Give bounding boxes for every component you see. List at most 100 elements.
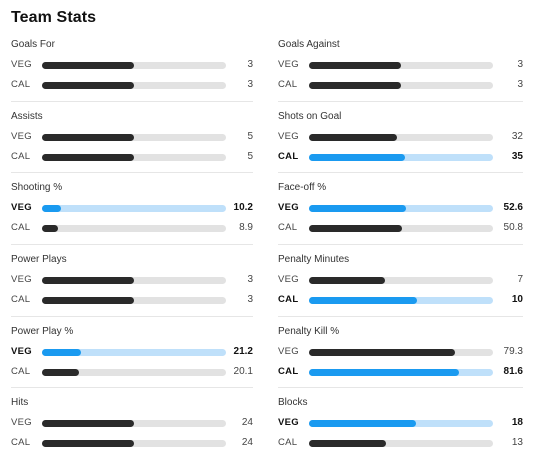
stat-group: Goals Against VEG 3 CAL 3: [278, 30, 523, 102]
stat-group: Goals For VEG 3 CAL 3: [11, 30, 253, 102]
stat-value: 32: [511, 130, 523, 142]
team-abbr: VEG: [11, 274, 32, 286]
stat-name: Blocks: [278, 397, 308, 409]
team-abbr: CAL: [11, 79, 31, 90]
stat-bar-fill: [309, 297, 418, 305]
stat-bar-fill: [42, 348, 81, 356]
stat-bar-track: [42, 62, 226, 69]
team-abbr: VEG: [11, 345, 32, 357]
team-abbr: CAL: [11, 294, 31, 306]
stat-bar-track: [42, 205, 226, 213]
stat-group: Shots on Goal VEG 32 CAL 35: [278, 102, 523, 174]
stats-column-left: Goals For VEG 3 CAL 3 Assists VEG 5 CAL 5 Shooti…: [11, 30, 253, 460]
stat-name: Penalty Minutes: [278, 254, 350, 266]
stat-bar-fill: [309, 368, 460, 376]
stat-group: Hits VEG 24 CAL 24: [11, 388, 253, 460]
stat-bar-track: [42, 277, 226, 285]
stat-row: CAL 50.8: [278, 221, 523, 235]
stat-row: CAL 8.9: [11, 221, 253, 235]
stat-value: 50.8: [503, 222, 523, 234]
team-abbr: VEG: [278, 130, 299, 142]
stat-value: 18: [511, 417, 523, 429]
stat-bar-track: [309, 225, 493, 233]
stat-bar-fill: [42, 82, 134, 89]
stat-bar-fill: [42, 153, 134, 161]
stat-bar-track: [42, 420, 226, 428]
stat-row: CAL 5: [11, 150, 253, 164]
stat-value: 3: [247, 79, 253, 90]
team-abbr: VEG: [278, 202, 299, 214]
stat-row: VEG 5: [11, 130, 253, 144]
stat-bar-fill: [42, 205, 61, 213]
stat-value: 35: [511, 150, 523, 162]
stat-group: Shooting % VEG 10.2 CAL 8.9: [11, 173, 253, 246]
stat-name: Power Plays: [11, 254, 67, 266]
stat-row: CAL 81.6: [278, 365, 523, 379]
stat-bar-track: [309, 82, 493, 89]
stat-bar-track: [42, 440, 226, 448]
stat-value: 3: [247, 274, 253, 286]
stat-row: VEG 3: [11, 58, 253, 72]
stat-bar-fill: [42, 133, 134, 141]
stat-group: Blocks VEG 18 CAL 13: [278, 388, 523, 460]
stat-bar-track: [309, 348, 493, 356]
stat-bar-fill: [309, 62, 401, 69]
team-abbr: VEG: [278, 417, 299, 429]
stat-row: VEG 3: [278, 58, 523, 72]
stat-bar-track: [42, 348, 226, 356]
stat-bar-fill: [42, 368, 79, 376]
stat-value: 10.2: [233, 202, 253, 214]
stat-row: VEG 10.2: [11, 201, 253, 215]
team-abbr: CAL: [11, 222, 31, 234]
stat-bar-fill: [309, 205, 406, 213]
stat-row: CAL 24: [11, 436, 253, 450]
stat-bar-fill: [309, 348, 455, 356]
stat-row: CAL 20.1: [11, 365, 253, 379]
stat-row: VEG 18: [278, 416, 523, 430]
stat-row: VEG 79.3: [278, 345, 523, 359]
stat-bar-track: [42, 368, 226, 376]
team-abbr: VEG: [278, 345, 299, 357]
stat-value: 3: [247, 294, 253, 306]
stat-bar-fill: [309, 420, 416, 428]
stat-bar-track: [309, 277, 493, 285]
stat-name: Assists: [11, 110, 43, 122]
stat-bar-track: [309, 420, 493, 428]
stat-bar-fill: [42, 440, 134, 448]
stat-row: VEG 7: [278, 273, 523, 287]
stat-bar-fill: [42, 297, 134, 305]
stat-name: Goals Against: [278, 39, 340, 50]
team-abbr: CAL: [278, 150, 299, 162]
stat-bar-fill: [309, 153, 406, 161]
stat-group: Power Plays VEG 3 CAL 3: [11, 245, 253, 317]
stat-value: 81.6: [503, 365, 523, 377]
stat-value: 21.2: [233, 345, 253, 357]
stat-row: VEG 3: [11, 273, 253, 287]
stat-value: 52.6: [503, 202, 523, 214]
stat-value: 8.9: [239, 222, 253, 234]
team-abbr: CAL: [278, 365, 299, 377]
stat-bar-track: [309, 440, 493, 448]
stat-row: CAL 3: [11, 78, 253, 92]
stat-bar-fill: [42, 62, 134, 69]
stat-value: 5: [247, 130, 253, 142]
stat-bar-fill: [42, 420, 134, 428]
stat-bar-track: [42, 82, 226, 89]
stat-bar-fill: [309, 277, 385, 285]
stat-value: 79.3: [503, 345, 523, 357]
team-abbr: CAL: [278, 222, 298, 234]
stat-value: 24: [241, 437, 253, 449]
team-abbr: CAL: [278, 294, 299, 306]
stat-value: 3: [247, 59, 253, 70]
stat-bar-track: [309, 368, 493, 376]
stat-value: 24: [241, 417, 253, 429]
team-abbr: CAL: [278, 437, 298, 449]
stat-name: Shots on Goal: [278, 110, 342, 122]
stat-bar-track: [309, 62, 493, 69]
stat-group: Face-off % VEG 52.6 CAL 50.8: [278, 173, 523, 246]
stat-bar-fill: [309, 133, 397, 141]
stat-bar-fill: [309, 225, 403, 233]
stat-row: VEG 32: [278, 130, 523, 144]
stat-row: CAL 3: [278, 78, 523, 92]
team-abbr: VEG: [278, 274, 299, 286]
